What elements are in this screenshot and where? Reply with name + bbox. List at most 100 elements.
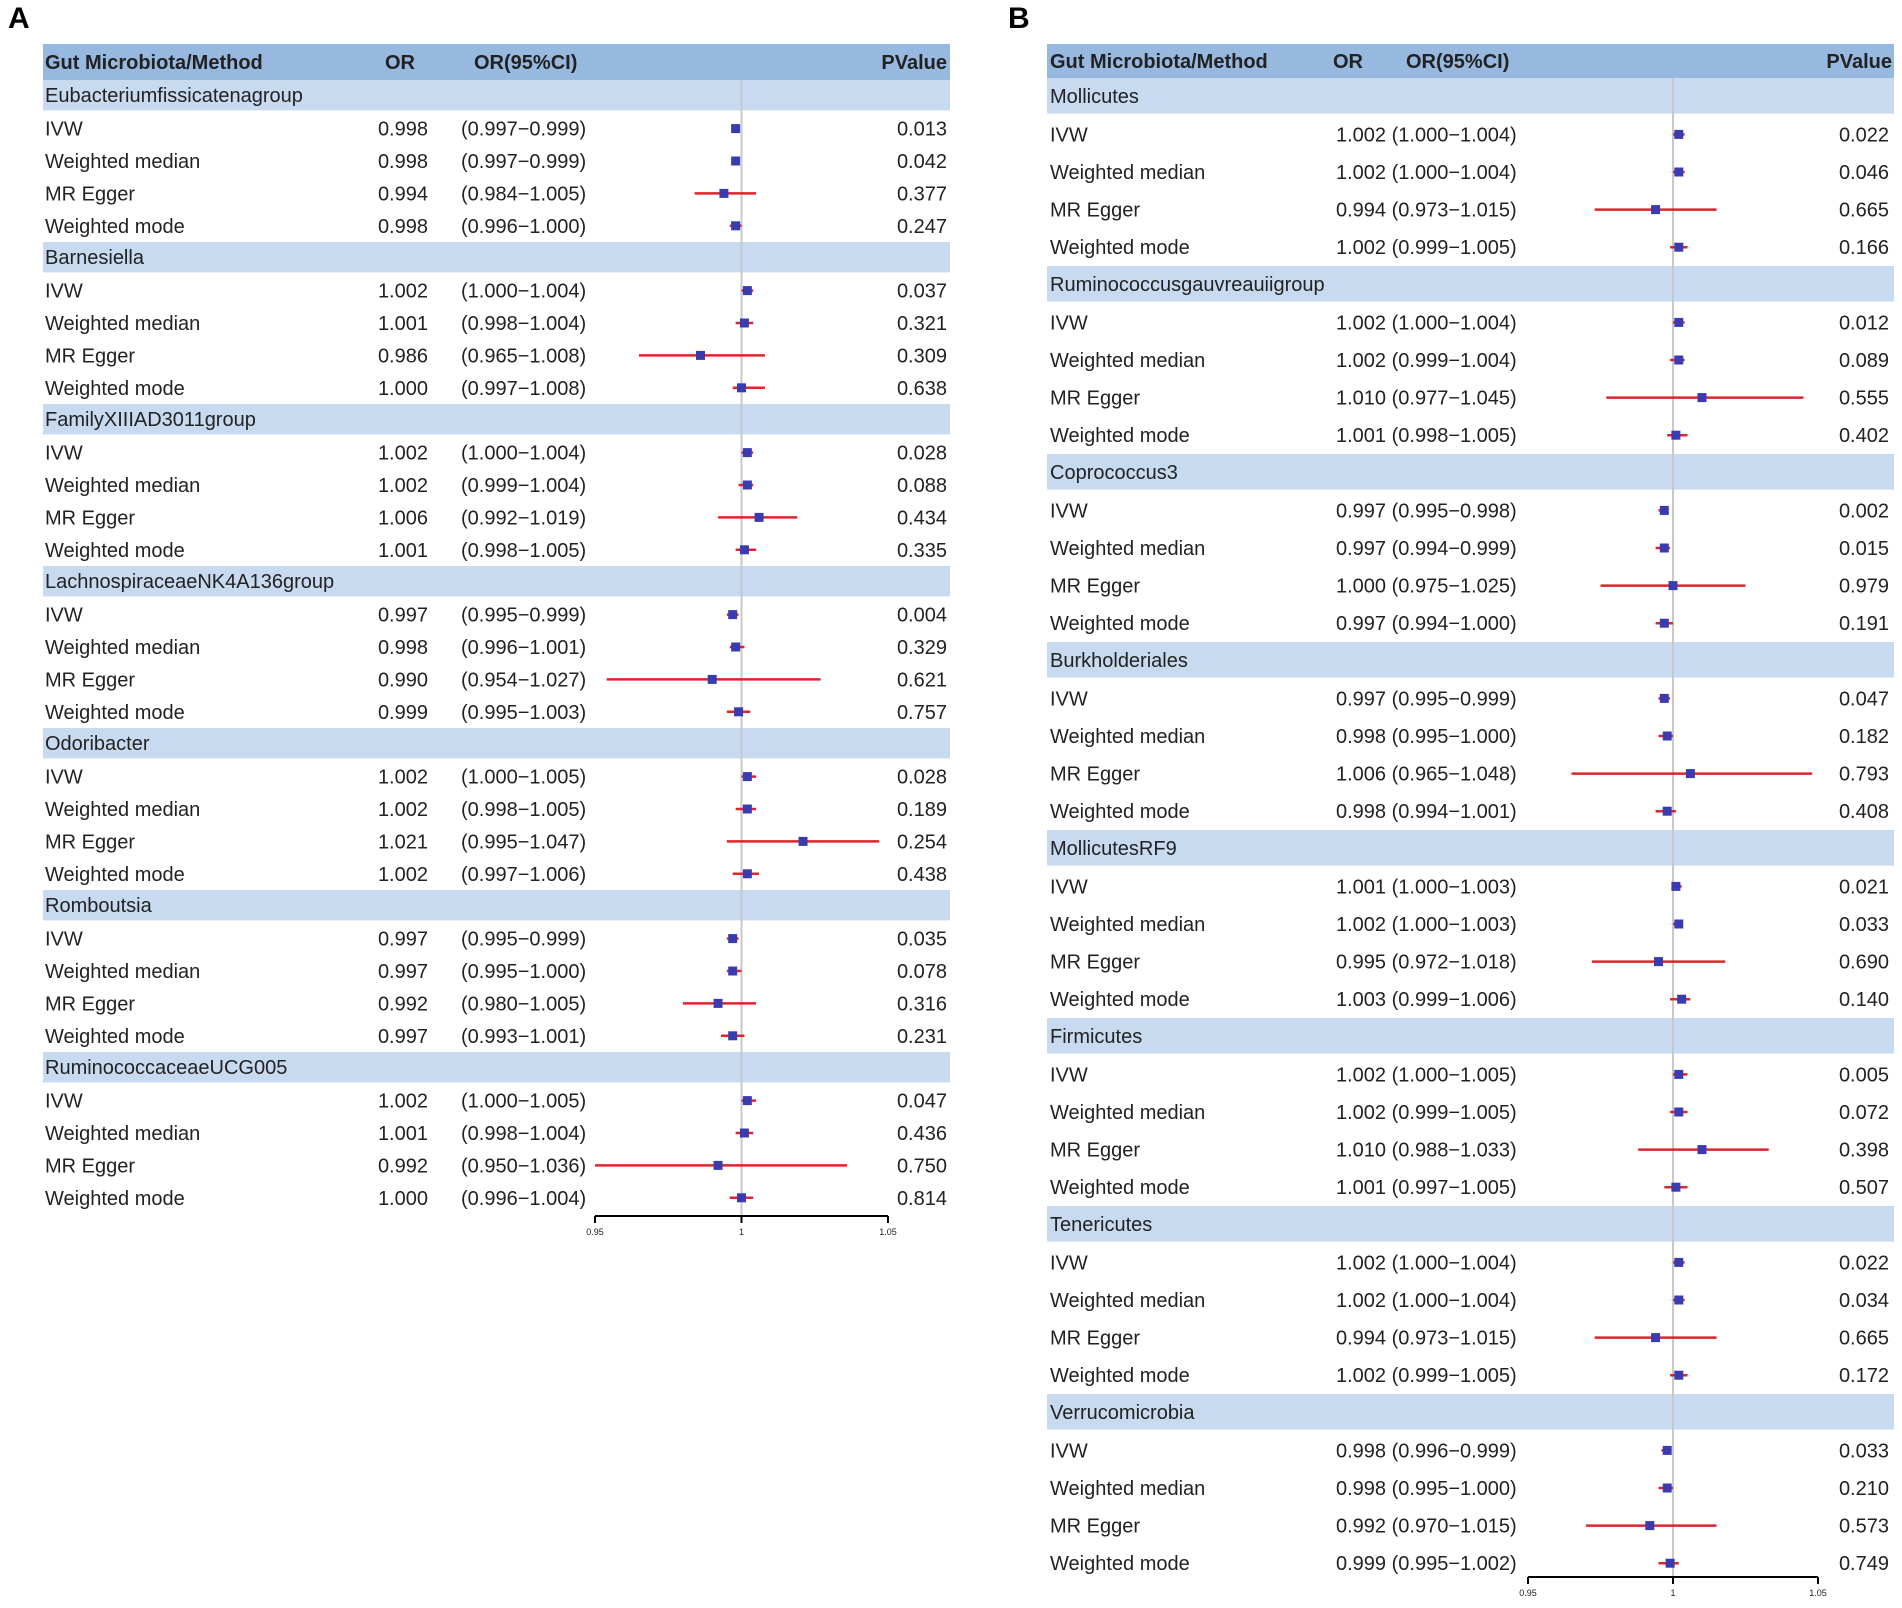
- pb-point-estimate: [1674, 1257, 1684, 1267]
- pb-point-estimate: [1654, 957, 1663, 967]
- pa-point-estimate: [731, 156, 741, 166]
- pb-method-label: Weighted mode: [1050, 1177, 1190, 1199]
- pa-method-label: Weighted mode: [45, 864, 185, 886]
- pb-or-ci-value: 0.994 (0.973−1.015): [1336, 200, 1517, 222]
- pb-method-label: IVW: [1050, 1252, 1088, 1274]
- pb-p-value: 0.793: [1839, 764, 1889, 786]
- pa-header-bar: [43, 44, 950, 80]
- pa-p-value: 0.042: [897, 151, 947, 173]
- pb-point-estimate: [1659, 543, 1669, 553]
- pb-or-ci-value: 1.001 (1.000−1.003): [1336, 876, 1517, 898]
- pa-method-label: Weighted median: [45, 637, 200, 659]
- pa-or-value: 0.992: [378, 993, 428, 1015]
- pa-group-name: Eubacteriumfissicatenagroup: [45, 85, 303, 107]
- pa-or-value: 0.992: [378, 1155, 428, 1177]
- pa-group-name: FamilyXIIIAD3011group: [45, 409, 256, 431]
- pb-p-value: 0.002: [1839, 500, 1889, 522]
- pa-or-value: 0.997: [378, 961, 428, 983]
- pb-method-label: Weighted median: [1050, 162, 1205, 184]
- pa-method-label: MR Egger: [45, 993, 135, 1015]
- pb-p-value: 0.015: [1839, 538, 1889, 560]
- pb-group-band: [1047, 78, 1894, 114]
- pa-method-label: MR Egger: [45, 1155, 135, 1177]
- pb-point-estimate: [1671, 430, 1681, 440]
- pb-group-name: Firmicutes: [1050, 1026, 1142, 1048]
- pa-ci-value: (0.997−1.008): [461, 378, 586, 400]
- pb-point-estimate: [1651, 205, 1661, 215]
- pb-method-label: MR Egger: [1050, 576, 1140, 598]
- pb-method-label: IVW: [1050, 1440, 1088, 1462]
- pa-p-value: 0.088: [897, 475, 947, 497]
- pa-p-value: 0.047: [897, 1091, 947, 1113]
- pb-or-ci-value: 0.995 (0.972−1.018): [1336, 952, 1517, 974]
- pb-or-ci-value: 0.998 (0.996−0.999): [1336, 1440, 1517, 1462]
- pb-or-ci-value: 1.010 (0.988−1.033): [1336, 1140, 1517, 1162]
- pa-method-label: Weighted mode: [45, 1026, 185, 1048]
- pb-method-label: MR Egger: [1050, 1516, 1140, 1538]
- pa-point-estimate: [737, 1193, 746, 1203]
- panel-label-b: B: [1008, 2, 1030, 35]
- pb-or-ci-value: 1.006 (0.965−1.048): [1336, 764, 1517, 786]
- pa-x-tick-label: 0.95: [586, 1227, 604, 1237]
- pb-or-ci-value: 1.002 (0.999−1.004): [1336, 350, 1517, 372]
- pa-ci-value: (1.000−1.004): [461, 281, 586, 303]
- pa-or-value: 0.998: [378, 216, 428, 238]
- pa-or-value: 1.001: [378, 540, 428, 562]
- pa-or-value: 0.997: [378, 929, 428, 951]
- pb-or-ci-value: 1.002 (0.999−1.005): [1336, 1365, 1517, 1387]
- pb-x-tick-label: 0.95: [1519, 1588, 1537, 1598]
- pa-point-estimate: [742, 480, 752, 490]
- pb-or-ci-value: 0.997 (0.994−1.000): [1336, 613, 1517, 635]
- pa-or-value: 1.002: [378, 799, 428, 821]
- pb-x-tick-label: 1.05: [1809, 1588, 1827, 1598]
- pb-group-name: Verrucomicrobia: [1050, 1402, 1195, 1424]
- pb-group-name: Tenericutes: [1050, 1214, 1152, 1236]
- pa-or-value: 0.998: [378, 151, 428, 173]
- panel-label-a: A: [8, 2, 30, 35]
- pa-group-name: LachnospiraceaeNK4A136group: [45, 571, 334, 593]
- pb-point-estimate: [1651, 1333, 1661, 1343]
- pa-ci-value: (0.997−0.999): [461, 119, 586, 141]
- pb-point-estimate: [1671, 1182, 1681, 1192]
- pa-point-estimate: [737, 383, 746, 393]
- pb-p-value: 0.749: [1839, 1553, 1889, 1575]
- pb-method-label: Weighted median: [1050, 1290, 1205, 1312]
- pb-or-ci-value: 1.001 (0.998−1.005): [1336, 425, 1517, 447]
- pa-point-estimate: [728, 610, 738, 620]
- pa-or-value: 1.002: [378, 864, 428, 886]
- pa-method-label: Weighted median: [45, 313, 200, 335]
- pb-or-ci-value: 1.002 (0.999−1.005): [1336, 1102, 1517, 1124]
- pa-ci-value: (0.998−1.005): [461, 540, 586, 562]
- pb-group-name: MollicutesRF9: [1050, 838, 1177, 860]
- pa-x-tick-label: 1: [739, 1227, 744, 1237]
- pb-point-estimate: [1674, 1107, 1684, 1117]
- pb-group-band: [1047, 830, 1894, 866]
- pb-group-band: [1047, 1018, 1894, 1054]
- pa-group-name: Romboutsia: [45, 895, 153, 917]
- pa-ci-value: (0.996−1.001): [461, 637, 586, 659]
- pa-header-ci: OR(95%CI): [474, 52, 577, 74]
- pa-or-value: 1.001: [378, 1123, 428, 1145]
- pa-method-label: IVW: [45, 119, 83, 141]
- pb-point-estimate: [1674, 167, 1684, 177]
- pb-method-label: MR Egger: [1050, 952, 1140, 974]
- pb-p-value: 0.034: [1839, 1290, 1889, 1312]
- pb-p-value: 0.408: [1839, 801, 1889, 823]
- pb-point-estimate: [1674, 317, 1684, 327]
- pb-or-ci-value: 0.994 (0.973−1.015): [1336, 1328, 1517, 1350]
- pb-p-value: 0.402: [1839, 425, 1889, 447]
- pb-p-value: 0.033: [1839, 914, 1889, 936]
- pa-group-band: [43, 566, 950, 597]
- pb-point-estimate: [1662, 731, 1672, 741]
- pa-method-label: MR Egger: [45, 831, 135, 853]
- pa-method-label: MR Egger: [45, 669, 135, 691]
- pb-header-bar: [1047, 44, 1894, 78]
- pb-point-estimate: [1697, 393, 1707, 403]
- pa-point-estimate: [707, 674, 717, 684]
- pb-method-label: IVW: [1050, 688, 1088, 710]
- pb-or-ci-value: 1.001 (0.997−1.005): [1336, 1177, 1517, 1199]
- pa-point-estimate: [731, 124, 741, 134]
- pa-point-estimate: [739, 545, 749, 555]
- pb-method-label: Weighted mode: [1050, 237, 1190, 259]
- pb-method-label: Weighted mode: [1050, 425, 1190, 447]
